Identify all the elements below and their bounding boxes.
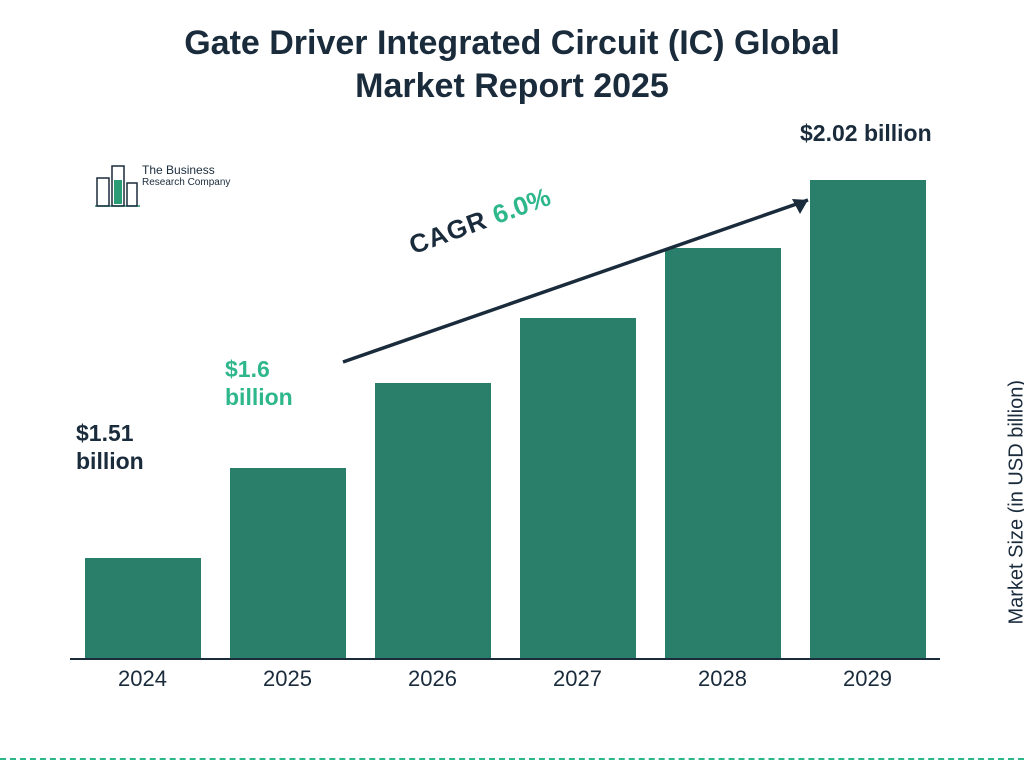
xlabel-2028: 2028 — [663, 666, 783, 692]
bar-2026 — [375, 383, 491, 658]
bottom-divider — [0, 758, 1024, 760]
y-axis-label: Market Size (in USD billion) — [1006, 380, 1024, 625]
x-axis-line — [70, 658, 940, 660]
trend-arrow — [338, 190, 828, 375]
xlabel-2027: 2027 — [518, 666, 638, 692]
bar-2024 — [85, 558, 201, 658]
xlabel-2025: 2025 — [228, 666, 348, 692]
xlabel-2029: 2029 — [808, 666, 928, 692]
bar-slot-2025: 2025 — [228, 468, 348, 658]
value-label-0: $1.51billion — [76, 420, 144, 475]
title-line2: Market Report 2025 — [355, 67, 669, 105]
bar-slot-2026: 2026 — [373, 383, 493, 658]
xlabel-2026: 2026 — [373, 666, 493, 692]
bar-2025 — [230, 468, 346, 658]
title-line1: Gate Driver Integrated Circuit (IC) Glob… — [184, 24, 840, 62]
bar-slot-2024: 2024 — [83, 558, 203, 658]
value-label-1: $1.6billion — [225, 356, 293, 411]
value-label-2: $2.02 billion — [800, 120, 932, 148]
xlabel-2024: 2024 — [83, 666, 203, 692]
chart-title: Gate Driver Integrated Circuit (IC) Glob… — [0, 22, 1024, 107]
